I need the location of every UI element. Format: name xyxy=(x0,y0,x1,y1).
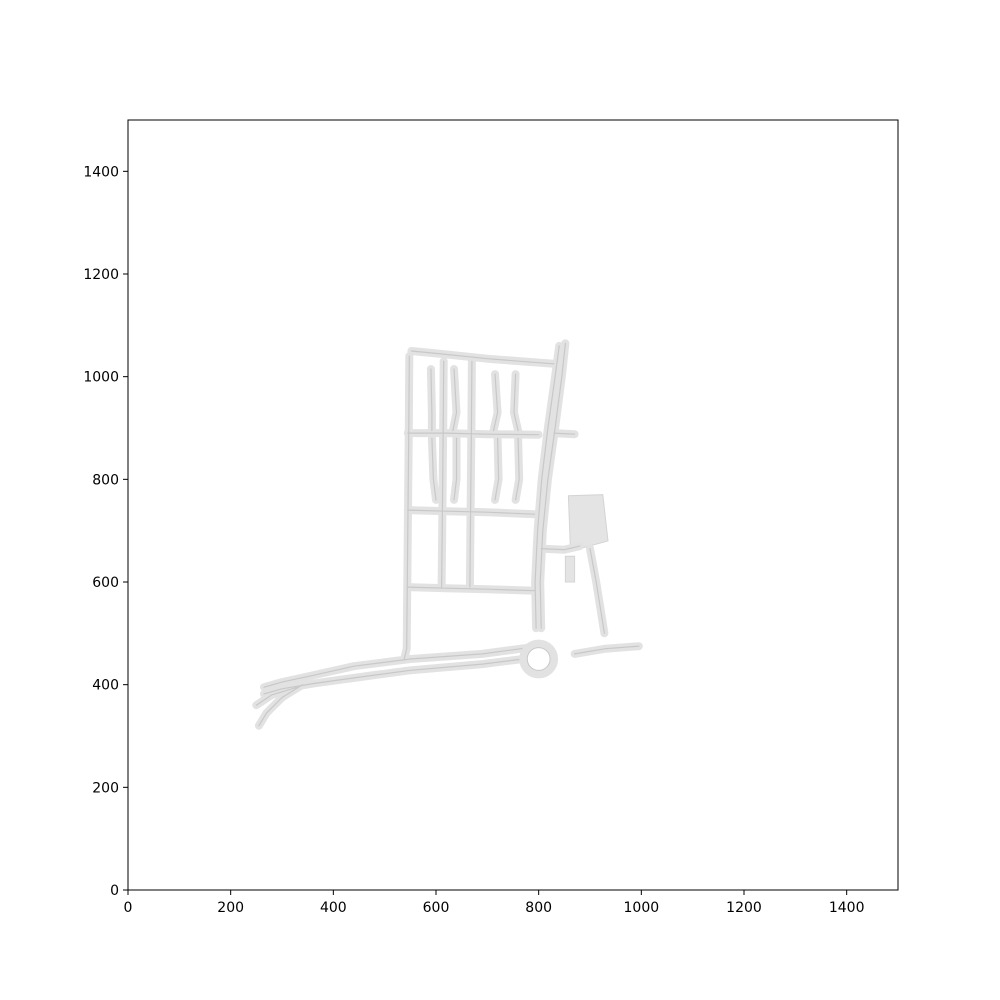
y-tick-label: 800 xyxy=(92,472,119,488)
map-roundabout-inner xyxy=(526,647,551,671)
x-tick-label: 1400 xyxy=(829,900,865,916)
map-road-edge-lane-640b xyxy=(453,437,458,501)
map-road-edge-avenue-668 xyxy=(469,360,473,588)
map-road-edge-west-road xyxy=(403,355,410,660)
x-tick-label: 600 xyxy=(423,900,450,916)
x-tick-label: 400 xyxy=(320,900,347,916)
map-road-edge-lane-760b xyxy=(515,437,520,501)
y-tick-label: 1000 xyxy=(83,370,119,386)
map-road-edge-coastal-spur xyxy=(255,686,298,706)
y-tick-label: 600 xyxy=(92,575,119,591)
map-road-edge-avenue-615 xyxy=(441,360,445,588)
y-tick-label: 200 xyxy=(92,780,119,796)
y-tick-label: 1200 xyxy=(83,267,119,283)
map-road-edge-coastal-road xyxy=(263,647,529,688)
x-tick-label: 800 xyxy=(525,900,552,916)
map-road-edge-spur-to-parking xyxy=(540,545,581,551)
map-road-edge-coastal-curve xyxy=(258,684,304,727)
y-tick-label: 1400 xyxy=(83,164,119,180)
x-tick-label: 0 xyxy=(124,900,133,916)
map-area-block-west xyxy=(564,555,576,583)
map-area-parking-lot xyxy=(567,494,609,552)
map-road-edge-east-spur-880 xyxy=(553,432,576,435)
y-tick-label: 0 xyxy=(110,883,119,899)
map-roundabout xyxy=(519,639,559,679)
map-road-edge-lane-590b xyxy=(431,437,437,501)
map-layer xyxy=(252,339,643,730)
map-road-edge-coastal-road-lower xyxy=(263,658,524,695)
map-road-edge-lane-755 xyxy=(513,373,519,432)
map-road-edge-east-road xyxy=(574,645,640,655)
map-road-edge-main-avenue-east xyxy=(539,342,566,629)
x-axis: 0 200 400 600 800 1000 1200 1400 xyxy=(124,890,865,916)
y-tick-label: 400 xyxy=(92,678,119,694)
map-road-edge-cross-street-590 xyxy=(407,586,536,592)
axes-frame xyxy=(127,119,899,891)
map-road-edge-main-avenue-west xyxy=(534,345,560,629)
x-tick-label: 1200 xyxy=(726,900,762,916)
axes-background xyxy=(128,120,898,890)
y-axis: 0 200 400 600 800 1000 1200 1400 xyxy=(83,164,128,899)
map-road-edge-cross-street-740 xyxy=(407,509,536,515)
map-road-edge-lane-715 xyxy=(492,373,499,432)
x-tick-label: 200 xyxy=(217,900,244,916)
x-tick-label: 1000 xyxy=(624,900,660,916)
map-road-edge-parking-road xyxy=(589,548,605,634)
map-road-edge-north-road xyxy=(410,350,555,365)
map-road-edge-lane-635 xyxy=(452,368,458,432)
map-road-edge-cross-street-890 xyxy=(407,432,540,436)
map-road-edge-lane-720b xyxy=(494,437,500,501)
map-road-edge-lane-590 xyxy=(430,368,433,432)
